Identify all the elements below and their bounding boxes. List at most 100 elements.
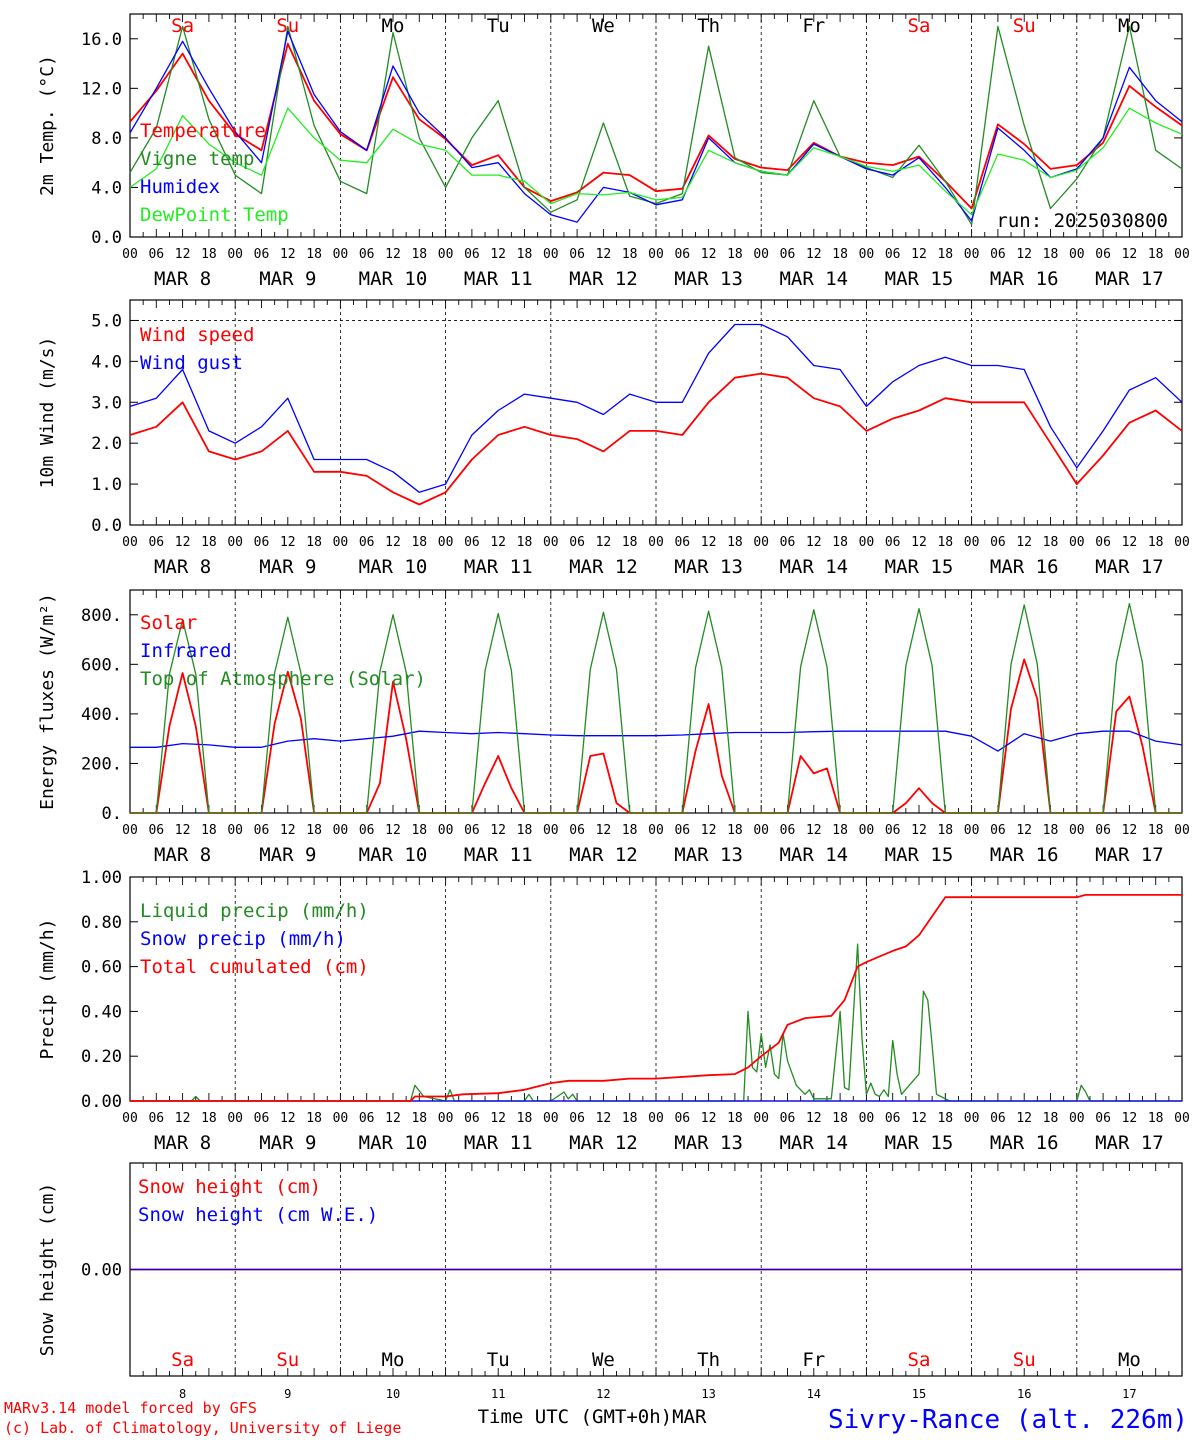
- day-label: MAR 13: [674, 556, 743, 578]
- day-label: MAR 11: [464, 268, 533, 290]
- hour-tick-label: 18: [1043, 535, 1059, 550]
- hour-tick-label: 18: [517, 823, 533, 838]
- hour-tick-label: 06: [148, 1111, 164, 1126]
- hour-tick-label: 12: [701, 247, 717, 262]
- day-label: MAR 9: [259, 556, 316, 578]
- hour-tick-label: 06: [990, 535, 1006, 550]
- hour-tick-label: 18: [1148, 535, 1164, 550]
- hour-tick-label: 00: [543, 1111, 559, 1126]
- hour-tick-label: 18: [832, 247, 848, 262]
- legend-entry: Snow precip (mm/h): [140, 928, 346, 950]
- hour-tick-label: 06: [464, 535, 480, 550]
- y-tick-label: 0.: [102, 804, 122, 824]
- hour-tick-label: 00: [1069, 535, 1085, 550]
- series-line-wind-speed: [129, 372, 1183, 506]
- hour-tick-label: 12: [1016, 1111, 1032, 1126]
- hour-tick-label: 06: [780, 535, 796, 550]
- weekday-label: Su: [1013, 1349, 1036, 1371]
- hour-tick-label: 00: [333, 247, 349, 262]
- hour-tick-label: 18: [727, 823, 743, 838]
- hour-tick-label: 12: [385, 247, 401, 262]
- run-label: run: 2025030800: [996, 210, 1168, 232]
- hour-tick-label: 06: [464, 247, 480, 262]
- hour-tick-label: 12: [806, 823, 822, 838]
- hour-tick-label: 00: [333, 535, 349, 550]
- hour-tick-label: 18: [306, 1111, 322, 1126]
- hour-tick-label: 18: [201, 535, 217, 550]
- hour-tick-label: 18: [306, 823, 322, 838]
- hour-tick-label: 12: [1016, 247, 1032, 262]
- hour-tick-label: 18: [201, 1111, 217, 1126]
- hour-tick-label: 00: [859, 823, 875, 838]
- day-label: MAR 8: [154, 268, 211, 290]
- weekday-label: Mo: [382, 15, 405, 37]
- hour-tick-label: 12: [806, 1111, 822, 1126]
- hour-tick-label: 18: [411, 1111, 427, 1126]
- hour-tick-label: 12: [911, 823, 927, 838]
- panel-1: 0.0 4.0 8.0 12.0 16.0 2m Temp. (°C) Temperatur…: [37, 13, 1190, 290]
- hour-tick-label: 06: [569, 823, 585, 838]
- weekday-label: Su: [276, 15, 299, 37]
- series-line-humidex: [129, 30, 1183, 223]
- panel-2: 0.0 1.0 2.0 3.0 4.0 5.0 10m Wind (m/s) Wind spe…: [37, 299, 1190, 578]
- y-axis-label: Precip (mm/h): [37, 919, 58, 1060]
- day-label: MAR 13: [674, 268, 743, 290]
- day-label: MAR 15: [885, 556, 954, 578]
- hour-tick-label: 12: [280, 1111, 296, 1126]
- hour-tick-label: 00: [964, 1111, 980, 1126]
- hour-tick-label: 00: [438, 247, 454, 262]
- hour-tick-label: 12: [596, 1111, 612, 1126]
- series-line-infrared: [130, 730, 1183, 752]
- hour-tick-label: 18: [727, 247, 743, 262]
- hour-tick-label: 06: [674, 823, 690, 838]
- series-line-dewpoint-temp: [129, 107, 1183, 216]
- hour-tick-label: 18: [517, 1111, 533, 1126]
- hour-tick-label: 18: [622, 823, 638, 838]
- hour-tick-label: 18: [411, 823, 427, 838]
- series-line-temperature: [129, 42, 1183, 210]
- day-number-label: 12: [596, 1387, 610, 1401]
- y-tick-label: 0.0: [91, 516, 122, 536]
- legend-entry: Top of Atmosphere (Solar): [140, 668, 426, 690]
- weekday-label: Mo: [1118, 15, 1141, 37]
- hour-tick-label: 00: [753, 535, 769, 550]
- legend-entry: Snow height (cm W.E.): [138, 1204, 378, 1226]
- hour-tick-label: 06: [990, 247, 1006, 262]
- day-label: MAR 12: [569, 1132, 638, 1154]
- hour-tick-label: 06: [148, 823, 164, 838]
- hour-tick-label: 18: [306, 535, 322, 550]
- y-tick-label: 4.0: [91, 352, 122, 372]
- y-axis-label: Snow height (cm): [37, 1183, 58, 1356]
- hour-tick-label: 06: [885, 535, 901, 550]
- hour-tick-label: 00: [648, 535, 664, 550]
- weekday-label: Mo: [382, 1349, 405, 1371]
- hour-tick-label: 18: [937, 1111, 953, 1126]
- weekday-label: We: [592, 15, 615, 37]
- y-tick-label: 2.0: [91, 434, 122, 454]
- hour-tick-label: 00: [859, 247, 875, 262]
- hour-tick-label: 06: [359, 247, 375, 262]
- legend-entry: Temperature: [140, 120, 266, 142]
- y-tick-label: 3.0: [91, 393, 122, 413]
- hour-tick-label: 12: [490, 247, 506, 262]
- hour-tick-label: 00: [438, 535, 454, 550]
- hour-tick-label: 00: [122, 247, 138, 262]
- day-label: MAR 9: [259, 844, 316, 866]
- hour-tick-label: 00: [648, 1111, 664, 1126]
- day-number-label: 10: [386, 1387, 400, 1401]
- y-tick-label: 0.80: [81, 913, 122, 933]
- hour-tick-label: 00: [964, 823, 980, 838]
- hour-tick-label: 06: [148, 247, 164, 262]
- hour-tick-label: 18: [832, 1111, 848, 1126]
- hour-tick-label: 12: [1122, 247, 1138, 262]
- day-label: MAR 14: [779, 844, 848, 866]
- hour-tick-label: 18: [937, 247, 953, 262]
- hour-tick-label: 12: [911, 1111, 927, 1126]
- hour-tick-label: 18: [937, 823, 953, 838]
- credit-line-lab: (c) Lab. of Climatology, University of L…: [4, 1419, 401, 1437]
- day-label: MAR 9: [259, 268, 316, 290]
- legend-entry: Solar: [140, 612, 197, 634]
- y-axis-label: Energy fluxes (W/m²): [37, 593, 58, 810]
- weekday-label: Tu: [487, 15, 510, 37]
- hour-tick-label: 12: [806, 535, 822, 550]
